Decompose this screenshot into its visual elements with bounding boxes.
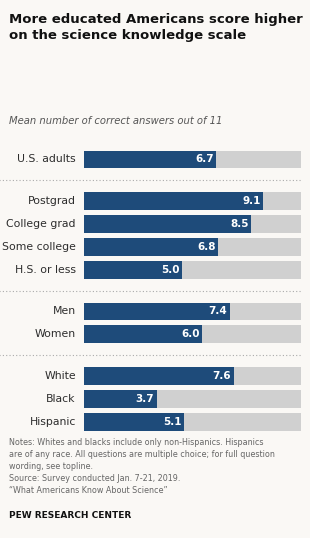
- Text: Mean number of correct answers out of 11: Mean number of correct answers out of 11: [9, 116, 223, 126]
- Bar: [84, 413, 301, 430]
- Text: 5.1: 5.1: [163, 417, 182, 427]
- Text: 7.4: 7.4: [209, 306, 227, 316]
- Text: 6.7: 6.7: [195, 154, 214, 164]
- Bar: [84, 215, 301, 232]
- Bar: [84, 261, 301, 279]
- Text: Notes: Whites and blacks include only non-Hispanics. Hispanics
are of any race. : Notes: Whites and blacks include only no…: [9, 438, 275, 494]
- Text: 6.0: 6.0: [181, 329, 200, 339]
- Bar: [84, 325, 202, 343]
- Bar: [84, 238, 301, 256]
- Bar: [84, 302, 230, 320]
- Text: 5.0: 5.0: [162, 265, 180, 275]
- Text: Postgrad: Postgrad: [28, 196, 76, 206]
- Bar: [84, 390, 301, 408]
- Text: More educated Americans score higher
on the science knowledge scale: More educated Americans score higher on …: [9, 13, 303, 42]
- Text: Hispanic: Hispanic: [29, 417, 76, 427]
- Text: 9.1: 9.1: [242, 196, 261, 206]
- Text: 8.5: 8.5: [231, 219, 249, 229]
- Bar: [84, 215, 251, 232]
- Bar: [84, 192, 301, 210]
- Text: H.S. or less: H.S. or less: [15, 265, 76, 275]
- Text: White: White: [44, 371, 76, 381]
- Text: 3.7: 3.7: [136, 394, 154, 404]
- Text: 7.6: 7.6: [213, 371, 231, 381]
- Bar: [84, 261, 182, 279]
- Bar: [84, 325, 301, 343]
- Text: Some college: Some college: [2, 242, 76, 252]
- Text: 6.8: 6.8: [197, 242, 215, 252]
- Bar: [84, 151, 301, 168]
- Bar: [84, 390, 157, 408]
- Text: College grad: College grad: [6, 219, 76, 229]
- Text: Men: Men: [53, 306, 76, 316]
- Text: U.S. adults: U.S. adults: [17, 154, 76, 164]
- Text: PEW RESEARCH CENTER: PEW RESEARCH CENTER: [9, 511, 131, 520]
- Bar: [84, 238, 218, 256]
- Bar: [84, 413, 184, 430]
- Text: Women: Women: [35, 329, 76, 339]
- Bar: [84, 192, 263, 210]
- Bar: [84, 302, 301, 320]
- Bar: [84, 151, 216, 168]
- Bar: [84, 367, 301, 385]
- Text: Black: Black: [46, 394, 76, 404]
- Bar: [84, 367, 234, 385]
